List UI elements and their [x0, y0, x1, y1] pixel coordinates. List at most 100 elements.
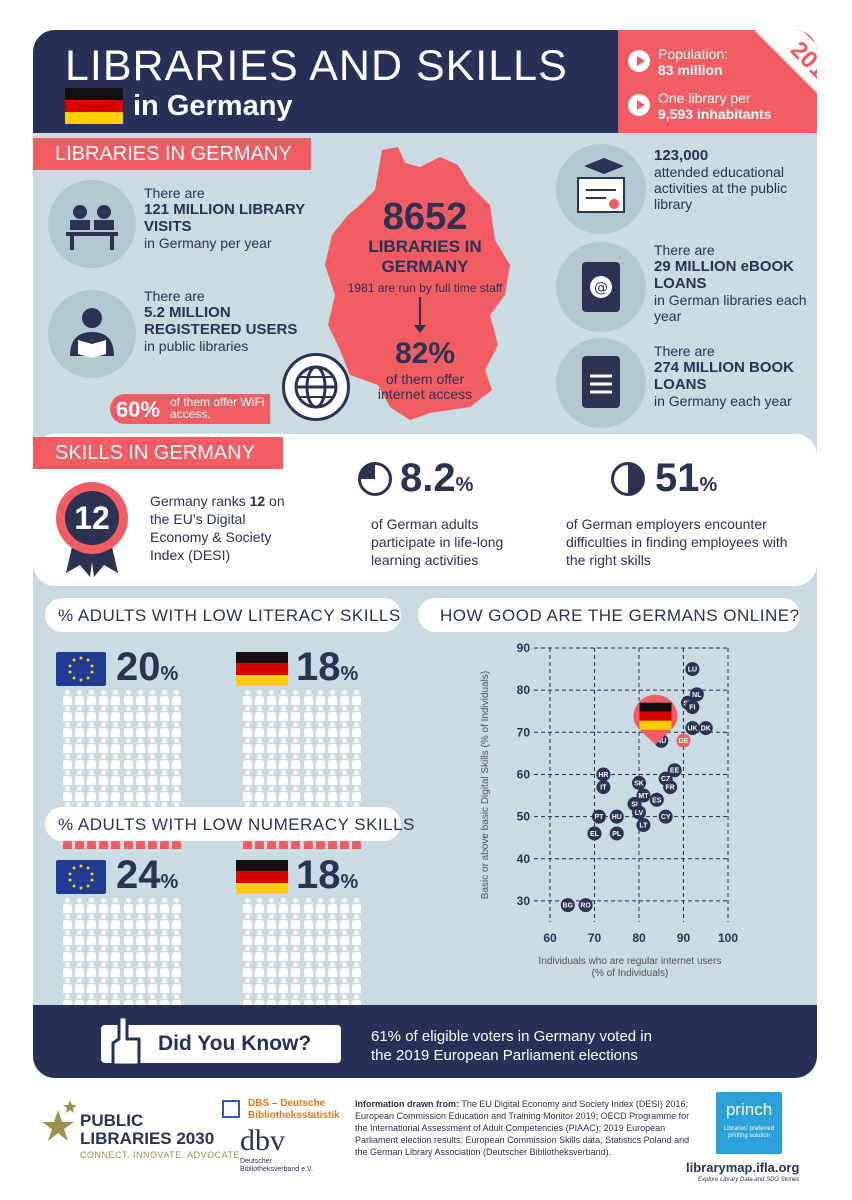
- point-label: SI: [631, 801, 638, 808]
- person-icon: [110, 946, 121, 961]
- person-icon: [147, 914, 158, 929]
- person-icon: [74, 786, 85, 801]
- person-icon: [74, 962, 85, 977]
- person-icon: [110, 786, 121, 801]
- person-icon: [254, 898, 265, 913]
- person-icon: [303, 962, 314, 977]
- person-icon: [315, 994, 326, 1009]
- person-icon: [339, 770, 350, 785]
- person-icon: [62, 722, 73, 737]
- person-icon: [278, 722, 289, 737]
- person-icon: [327, 946, 338, 961]
- person-icon: [339, 898, 350, 913]
- person-icon: [254, 754, 265, 769]
- numeracy-title: % ADULTS WITH LOW NUMERACY SKILLS: [58, 815, 415, 834]
- person-icon: [327, 770, 338, 785]
- person-icon: [123, 706, 134, 721]
- person-icon: [266, 738, 277, 753]
- person-icon: [98, 962, 109, 977]
- person-icon: [290, 690, 301, 705]
- point-label: UK: [687, 726, 697, 733]
- person-icon: [266, 978, 277, 993]
- skills-banner: SKILLS IN GERMANY: [33, 437, 283, 469]
- person-icon: [351, 978, 362, 993]
- libraries-banner: LIBRARIES IN GERMANY: [33, 138, 311, 170]
- person-icon: [242, 946, 253, 961]
- person-icon: [135, 914, 146, 929]
- person-icon: [171, 946, 182, 961]
- book-icon: [556, 338, 646, 428]
- y-tick-label: 80: [517, 683, 531, 697]
- point-pt: [591, 809, 606, 824]
- point-label: LV: [635, 810, 644, 817]
- point-de: [676, 733, 691, 748]
- person-icon: [254, 914, 265, 929]
- person-icon: [266, 754, 277, 769]
- person-icon: [351, 690, 362, 705]
- person-icon: [98, 754, 109, 769]
- person-icon: [147, 978, 158, 993]
- person-icon: [62, 706, 73, 721]
- person-icon: [278, 898, 289, 913]
- person-icon: [74, 706, 85, 721]
- arrow-icon: [628, 50, 650, 72]
- person-icon: [351, 930, 362, 945]
- person-icon: [147, 706, 158, 721]
- person-icon: [98, 738, 109, 753]
- population-text: Population: 83 million: [658, 46, 729, 78]
- scatter-chart: 60 70 80 90 100 30 40 50 60 70 80 90 Individuals who…: [480, 641, 738, 979]
- point-nl: [689, 687, 704, 702]
- person-icon: [315, 978, 326, 993]
- did-you-know-label: Did You Know?: [158, 1032, 312, 1055]
- person-icon: [242, 786, 253, 801]
- person-icon: [266, 770, 277, 785]
- person-icon: [147, 930, 158, 945]
- person-icon: [98, 898, 109, 913]
- point-pl: [609, 826, 624, 841]
- did-you-know-badge: [101, 1025, 341, 1063]
- person-icon: [171, 962, 182, 977]
- person-icon: [303, 770, 314, 785]
- germany-highlight-marker: [633, 694, 678, 745]
- person-icon: [110, 770, 121, 785]
- person-icon: [159, 706, 170, 721]
- page-title: LIBRARIES AND SKILLS: [65, 42, 568, 90]
- point-label: EL: [590, 831, 600, 838]
- person-icon: [159, 962, 170, 977]
- person-icon: [123, 690, 134, 705]
- person-icon: [123, 722, 134, 737]
- person-icon: [315, 754, 326, 769]
- stars-logo-icon: [36, 1098, 80, 1148]
- point-label: LT: [639, 823, 648, 830]
- person-icon: [74, 946, 85, 961]
- literacy-de-pictogram: [242, 690, 362, 849]
- person-icon: [278, 914, 289, 929]
- point-label: PT: [594, 814, 604, 821]
- point-label: HU: [612, 814, 622, 821]
- person-icon: [135, 930, 146, 945]
- person-icon: [147, 738, 158, 753]
- ratio-text: One library per 9,593 inhabitants: [658, 90, 772, 122]
- point-hr: [596, 767, 611, 782]
- germany-map: [325, 147, 510, 420]
- person-icon: [351, 738, 362, 753]
- germany-flag-icon: [236, 860, 288, 894]
- x-tick-label: 60: [543, 931, 557, 945]
- adults-text: of German adults participate in life-lon…: [371, 516, 504, 568]
- person-icon: [62, 898, 73, 913]
- y-tick-label: 90: [517, 641, 531, 655]
- person-icon: [110, 962, 121, 977]
- person-icon: [171, 706, 182, 721]
- y-tick-label: 40: [517, 852, 531, 866]
- person-icon: [171, 738, 182, 753]
- person-icon: [123, 754, 134, 769]
- point-label: FI: [689, 705, 695, 712]
- person-icon: [351, 706, 362, 721]
- person-icon: [315, 930, 326, 945]
- literacy-eu-pct: 20%: [116, 645, 179, 689]
- point-label: ES: [652, 797, 662, 804]
- person-icon: [278, 786, 289, 801]
- y-tick-label: 70: [517, 725, 531, 739]
- person-icon: [62, 690, 73, 705]
- person-icon: [254, 722, 265, 737]
